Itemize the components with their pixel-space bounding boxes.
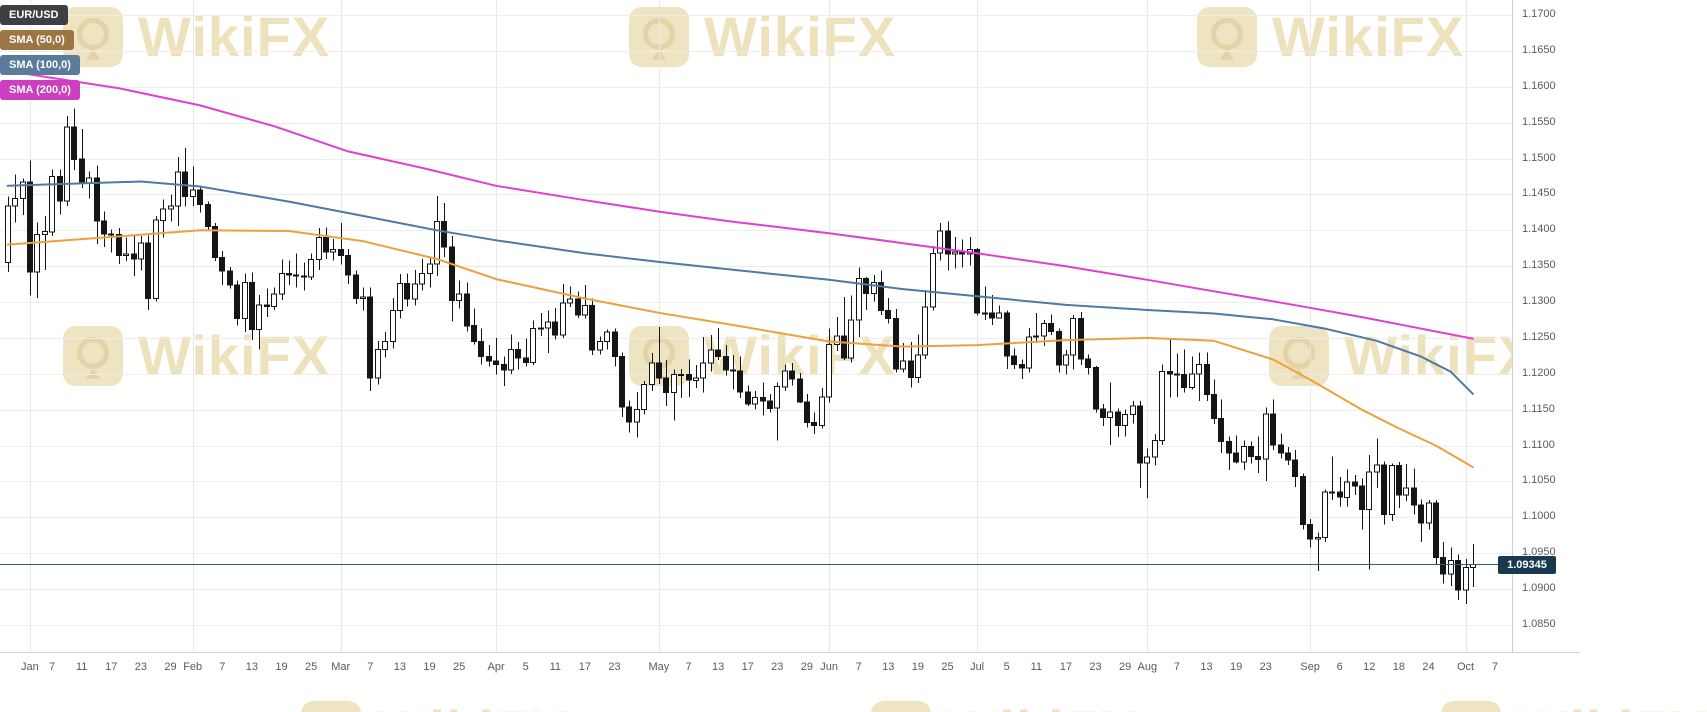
wikifx-watermark-text: WikiFX bbox=[946, 700, 1138, 712]
time-axis-label: 23 bbox=[134, 661, 148, 673]
wikifx-watermark-text: WikiFX bbox=[704, 324, 897, 387]
price-axis-label: 1.0950 bbox=[1522, 546, 1556, 559]
time-axis-label: 12 bbox=[1363, 661, 1376, 673]
price-axis-label: 1.1000 bbox=[1522, 510, 1556, 523]
time-axis-label: 13 bbox=[245, 661, 259, 673]
time-axis-label: 17 bbox=[105, 661, 118, 673]
price-axis-label: 1.0900 bbox=[1522, 582, 1556, 595]
time-axis-label: 7 bbox=[1173, 661, 1180, 673]
price-axis-label: 1.1550 bbox=[1522, 115, 1556, 128]
price-axis-label: 1.1400 bbox=[1522, 223, 1556, 236]
time-axis-label: 19 bbox=[275, 661, 288, 673]
time-axis-label: 6 bbox=[1336, 661, 1343, 673]
time-axis-label: Jan bbox=[21, 661, 39, 673]
time-axis-label: 17 bbox=[578, 661, 592, 673]
time-axis-label: 13 bbox=[393, 661, 407, 673]
time-axis-label: Feb bbox=[183, 661, 203, 673]
current-price-badge: 1.09345 bbox=[1498, 555, 1556, 574]
time-axis-label: Jun bbox=[820, 661, 838, 673]
price-axis-label: 1.1150 bbox=[1522, 402, 1555, 415]
time-axis-label: 29 bbox=[1118, 661, 1132, 673]
time-axis-label: 5 bbox=[1003, 661, 1010, 673]
price-axis-label: 1.1600 bbox=[1522, 79, 1556, 92]
wikifx-watermark-text: WikiFX bbox=[1516, 700, 1707, 712]
time-axis-label: 7 bbox=[367, 661, 374, 673]
wikifx-logo-icon bbox=[871, 701, 931, 712]
price-axis[interactable]: 1.1700 1.1650 1.1600 1.1550 1.1500 1.1450 1.14… bbox=[1512, 0, 1580, 652]
time-axis-label: 7 bbox=[219, 661, 226, 673]
time-axis-label: Mar bbox=[331, 661, 351, 673]
price-axis-label: 1.1350 bbox=[1522, 259, 1556, 272]
price-axis-label: 1.1450 bbox=[1522, 187, 1556, 200]
time-axis-label: 17 bbox=[741, 661, 754, 673]
time-axis-label: 13 bbox=[1200, 661, 1213, 673]
time-axis-label: 24 bbox=[1422, 661, 1435, 673]
time-axis-label: 29 bbox=[164, 661, 177, 673]
time-axis[interactable]: Jan 7 11 17 23 29 Feb 7 13 19 25 Mar 7 13 19 25 Apr 5 11 17… bbox=[0, 652, 1580, 682]
wikifx-watermark: WikiFX bbox=[62, 325, 330, 387]
price-axis-label: 1.1300 bbox=[1522, 295, 1556, 308]
time-axis-label: 11 bbox=[1030, 661, 1042, 673]
wikifx-watermark-text: WikiFX bbox=[376, 700, 568, 712]
wikifx-watermark: WikiFX bbox=[300, 700, 568, 712]
time-axis-label: 23 bbox=[608, 661, 621, 673]
wikifx-logo-icon bbox=[63, 326, 123, 386]
time-axis-label: Aug bbox=[1137, 661, 1158, 673]
sma200-badge[interactable]: SMA (200,0) bbox=[0, 80, 80, 100]
wikifx-watermark: WikiFX bbox=[1440, 700, 1707, 712]
time-axis-label: 7 bbox=[1492, 661, 1499, 673]
time-axis-label: 19 bbox=[911, 661, 925, 673]
price-axis-label: 1.1500 bbox=[1522, 151, 1556, 164]
time-axis-label: 25 bbox=[452, 661, 466, 673]
time-axis-label: 29 bbox=[800, 661, 814, 673]
sma100-badge[interactable]: SMA (100,0) bbox=[0, 55, 80, 75]
time-axis-label: 19 bbox=[423, 661, 436, 673]
time-axis-label: 23 bbox=[771, 661, 784, 673]
price-axis-label: 1.1250 bbox=[1522, 330, 1556, 343]
time-axis-label: 11 bbox=[549, 661, 561, 673]
indicator-legend: EUR/USD SMA (50,0) SMA (100,0) SMA (200,… bbox=[0, 5, 80, 100]
time-axis-label: Sep bbox=[1300, 661, 1320, 673]
price-axis-label: 1.1100 bbox=[1522, 438, 1555, 451]
time-axis-label: 7 bbox=[855, 661, 862, 673]
price-axis-label: 1.1200 bbox=[1522, 366, 1556, 379]
wikifx-logo-icon bbox=[301, 701, 361, 712]
time-axis-label: 13 bbox=[711, 661, 725, 673]
time-axis-label: 11 bbox=[75, 661, 88, 673]
wikifx-logo-icon bbox=[1441, 701, 1501, 712]
chart-canvas[interactable] bbox=[0, 0, 1512, 652]
time-axis-label: 17 bbox=[1059, 661, 1073, 673]
wikifx-watermark-text: WikiFX bbox=[138, 324, 331, 387]
price-axis-label: 1.0850 bbox=[1522, 618, 1556, 630]
price-axis-label: 1.1650 bbox=[1522, 43, 1556, 56]
time-axis-label: Oct bbox=[1456, 661, 1475, 673]
time-axis-label: 7 bbox=[685, 661, 692, 673]
symbol-badge[interactable]: EUR/USD bbox=[0, 5, 68, 25]
price-axis-label: 1.1050 bbox=[1522, 474, 1556, 487]
time-axis-label: 13 bbox=[882, 661, 895, 673]
time-axis-label: Apr bbox=[487, 661, 505, 673]
price-axis-label: 1.1700 bbox=[1522, 8, 1556, 20]
wikifx-watermark-text: WikiFX bbox=[1344, 324, 1537, 387]
sma50-badge[interactable]: SMA (50,0) bbox=[0, 30, 74, 50]
time-axis-label: May bbox=[648, 661, 670, 673]
time-axis-label: 7 bbox=[49, 661, 56, 673]
candlestick-chart[interactable] bbox=[0, 0, 1512, 652]
time-axis-label: 19 bbox=[1229, 661, 1243, 673]
time-axis-label: 18 bbox=[1392, 661, 1406, 673]
time-axis-label: 25 bbox=[304, 661, 318, 673]
time-axis-label: 23 bbox=[1259, 661, 1272, 673]
time-axis-label: Jul bbox=[970, 661, 985, 673]
time-axis-label: 5 bbox=[522, 661, 529, 673]
time-axis-label: 25 bbox=[941, 661, 954, 673]
time-axis-label: 23 bbox=[1089, 661, 1102, 673]
wikifx-watermark: WikiFX bbox=[870, 700, 1138, 712]
